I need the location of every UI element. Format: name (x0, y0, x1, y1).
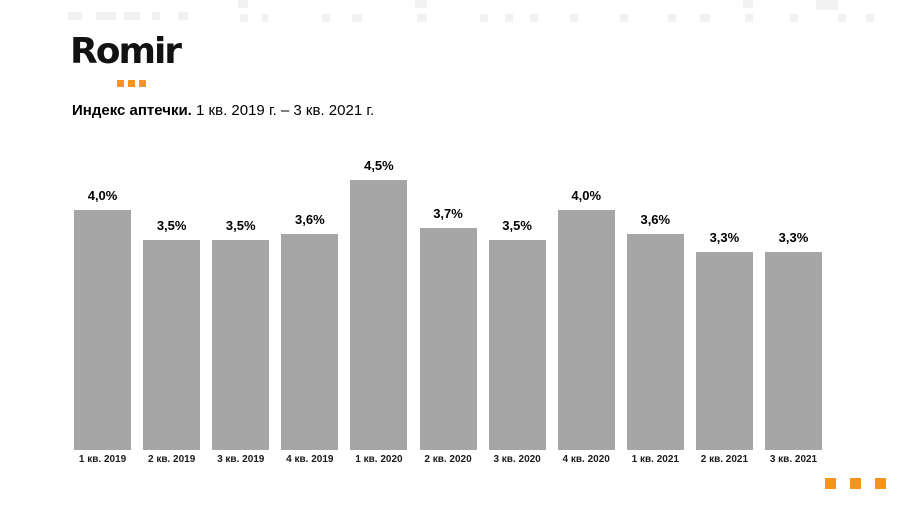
artifact-mark (530, 14, 538, 22)
bar (281, 234, 339, 450)
x-axis-label: 3 кв. 2019 (217, 454, 265, 465)
x-axis-label: 2 кв. 2020 (424, 454, 472, 465)
chart-title-bold: Индекс аптечки. (72, 102, 192, 119)
x-axis: 1 кв. 2019 2 кв. 2019 3 кв. 2019 4 кв. 2019… (68, 454, 828, 465)
x-axis-label: 3 кв. 2021 (769, 454, 818, 465)
bar-cell: 4,0% (68, 140, 137, 450)
bar-value-label: 3,5% (156, 218, 187, 233)
bar (626, 234, 684, 450)
artifact-mark (124, 12, 140, 20)
x-axis-label: 1 кв. 2021 (631, 454, 679, 465)
bar-value-label: 3,6% (295, 212, 325, 227)
artifact-mark (352, 14, 362, 22)
romir-logo-text: Romir (70, 31, 182, 72)
top-edge-artifact (0, 0, 900, 26)
bar-value-label: 4,0% (87, 188, 118, 203)
artifact-mark (505, 14, 513, 22)
bar (557, 210, 615, 450)
artifact-mark (68, 12, 82, 20)
bar-cell: 3,6% (621, 140, 690, 450)
bar-value-label: 3,3% (709, 230, 740, 245)
chart-title: Индекс аптечки. 1 кв. 2019 г. – 3 кв. 20… (72, 102, 374, 120)
bar-cell: 4,5% (344, 140, 413, 450)
plot-area: 4,0% 3,5% 3,5% 3,6% 4,5% 3,7% 3,5% 4,0% 3,6% 3,3%… (68, 140, 828, 450)
x-axis-label: 2 кв. 2021 (700, 454, 749, 465)
orange-square-icon (139, 80, 146, 87)
bar (74, 210, 132, 450)
artifact-mark (700, 14, 710, 22)
chart-title-period: 1 кв. 2019 г. – 3 кв. 2021 г. (191, 102, 375, 119)
bar (695, 252, 753, 450)
bar (350, 180, 408, 450)
artifact-mark (96, 12, 116, 20)
bar (212, 240, 270, 450)
bar (764, 252, 822, 450)
artifact-mark (178, 12, 188, 20)
artifact-mark (866, 14, 874, 22)
artifact-mark (415, 0, 427, 8)
bar-cell: 3,3% (690, 140, 759, 450)
artifact-mark (745, 14, 753, 22)
bar (143, 240, 201, 450)
x-axis-label: 4 кв. 2019 (286, 454, 334, 465)
artifact-mark (238, 0, 248, 8)
slide-footer-dots-icon (825, 478, 886, 489)
artifact-mark (790, 14, 798, 22)
bar-value-label: 3,5% (225, 218, 256, 233)
x-axis-label: 1 кв. 2019 (78, 454, 127, 465)
bar (488, 240, 546, 450)
artifact-mark (816, 0, 838, 10)
artifact-mark (620, 14, 628, 22)
bar-value-label: 4,0% (571, 188, 602, 203)
bar-cell: 3,6% (275, 140, 344, 450)
artifact-mark (838, 14, 846, 22)
bar-cell: 3,5% (483, 140, 552, 450)
orange-square-icon (875, 478, 886, 489)
bar-cell: 3,7% (413, 140, 482, 450)
orange-square-icon (850, 478, 861, 489)
bar-cell: 3,3% (759, 140, 828, 450)
x-axis-label: 1 кв. 2020 (355, 454, 403, 465)
artifact-mark (322, 14, 330, 22)
artifact-mark (152, 12, 160, 20)
orange-square-icon (825, 478, 836, 489)
bar-value-label: 4,5% (364, 158, 394, 173)
bar-cell: 4,0% (552, 140, 621, 450)
bar-value-label: 3,7% (433, 206, 463, 221)
romir-logo: Romir (70, 34, 210, 94)
artifact-mark (743, 0, 753, 8)
bar-value-label: 3,6% (640, 212, 671, 227)
orange-square-icon (128, 80, 135, 87)
x-axis-label: 3 кв. 2020 (493, 454, 541, 465)
x-axis-label: 4 кв. 2020 (562, 454, 610, 465)
artifact-mark (668, 14, 676, 22)
romir-logo-dots-icon (117, 80, 146, 87)
artifact-mark (240, 14, 248, 22)
artifact-mark (417, 14, 427, 22)
bar-cell: 3,5% (206, 140, 275, 450)
orange-square-icon (117, 80, 124, 87)
bar-cell: 3,5% (137, 140, 206, 450)
x-axis-label: 2 кв. 2019 (147, 454, 196, 465)
bar (419, 228, 477, 450)
artifact-mark (262, 14, 268, 22)
artifact-mark (570, 14, 578, 22)
bar-value-label: 3,3% (778, 230, 809, 245)
bar-chart: 4,0% 3,5% 3,5% 3,6% 4,5% 3,7% 3,5% 4,0% 3,6% 3,3%… (68, 140, 828, 465)
bar-value-label: 3,5% (502, 218, 532, 233)
artifact-mark (480, 14, 488, 22)
